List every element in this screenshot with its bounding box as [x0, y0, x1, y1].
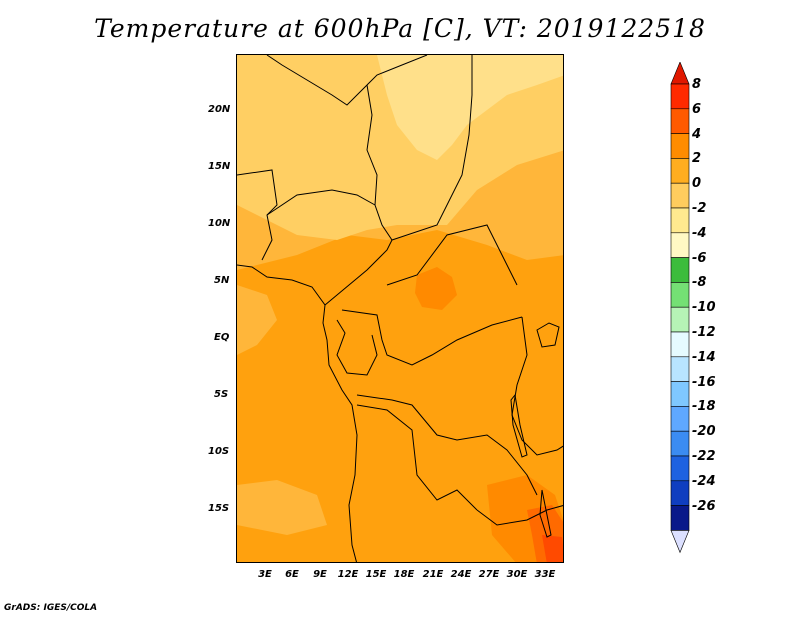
lat-label: 15S — [208, 503, 230, 514]
colorbar-max-triangle — [670, 62, 690, 85]
chart-title: Temperature at 600hPa [C], VT: 201912251… — [94, 14, 706, 43]
colorbar-label: 0 — [692, 176, 702, 192]
border-car — [386, 224, 518, 286]
colorbar-box — [670, 306, 690, 333]
lon-label: 18E — [393, 569, 415, 580]
colorbar-box — [670, 406, 690, 432]
lat-label: 5S — [214, 389, 229, 400]
lake-victoria — [536, 322, 560, 348]
lon-label: 33E — [534, 569, 556, 580]
lat-label: 15N — [208, 161, 231, 172]
colorbar-box — [670, 381, 690, 407]
lon-label: 6E — [285, 569, 299, 580]
lon-label: 24E — [450, 569, 472, 580]
lat-label: EQ — [214, 332, 230, 343]
colorbar-label: -6 — [692, 250, 707, 266]
colorbar-label: -4 — [692, 225, 707, 241]
colorbar-label: 6 — [692, 101, 702, 117]
country-borders — [237, 55, 563, 562]
border-angola — [356, 404, 478, 511]
colorbar-box — [670, 182, 690, 209]
border-cameroon — [324, 239, 393, 306]
border-coast — [237, 264, 358, 562]
colorbar-box — [670, 158, 690, 184]
lake-tanganyika — [510, 393, 528, 458]
colorbar-box — [670, 282, 690, 308]
colorbar-label: 2 — [692, 151, 702, 167]
temperature-map — [236, 54, 564, 563]
colorbar-label: -16 — [692, 374, 716, 390]
lat-label: 10N — [208, 218, 231, 229]
lon-label: 9E — [313, 569, 327, 580]
lon-label: 12E — [337, 569, 359, 580]
colorbar-box — [670, 108, 690, 134]
colorbar-box — [670, 331, 690, 358]
colorbar-label: 4 — [692, 126, 702, 142]
credit-text: GrADS: IGES/COLA — [4, 603, 98, 613]
field-desert — [377, 55, 563, 160]
map-field — [237, 55, 563, 562]
colorbar-label: -22 — [692, 449, 716, 464]
lake-malawi — [539, 489, 552, 538]
colorbar-label: -8 — [692, 275, 707, 291]
border-nigeria — [266, 189, 376, 216]
colorbar-box — [670, 257, 690, 283]
lon-label: 3E — [258, 569, 272, 580]
colorbar-min-triangle — [670, 530, 690, 554]
colorbar-label: -10 — [692, 300, 716, 316]
colorbar-label: -14 — [692, 349, 716, 365]
colorbar — [670, 62, 690, 554]
lat-label: 5N — [214, 275, 230, 286]
lat-label: 20N — [208, 104, 231, 115]
border-zambia — [476, 505, 563, 526]
field-hottest-south — [542, 535, 563, 562]
border-east — [511, 316, 563, 456]
colorbar-box — [670, 480, 690, 506]
lon-label: 15E — [365, 569, 387, 580]
colorbar-label: -12 — [692, 325, 716, 340]
colorbar-label: -26 — [692, 498, 716, 514]
border-gabon — [336, 319, 378, 376]
colorbar-label: -2 — [692, 201, 707, 216]
border-sahara — [266, 55, 428, 106]
lon-label: 21E — [422, 569, 444, 580]
colorbar-box — [670, 232, 690, 258]
lon-label: 27E — [478, 569, 500, 580]
border-drc — [356, 394, 538, 496]
colorbar-box — [670, 207, 690, 234]
lon-label: 30E — [506, 569, 528, 580]
colorbar-box — [670, 83, 690, 110]
lat-label: 10S — [208, 446, 230, 457]
colorbar-box — [670, 356, 690, 382]
field-south-patch — [237, 480, 327, 535]
field-west-patch — [237, 285, 277, 355]
border-west — [237, 169, 278, 261]
colorbar-label: -20 — [692, 424, 716, 440]
colorbar-box — [670, 133, 690, 159]
colorbar-box — [670, 430, 690, 457]
colorbar-label: 8 — [692, 77, 702, 92]
colorbar-label: -18 — [692, 399, 716, 415]
lakes — [510, 322, 560, 538]
border-congo — [341, 309, 523, 366]
field-hot-central — [415, 267, 457, 310]
colorbar-box — [670, 505, 690, 531]
colorbar-label: -24 — [692, 473, 716, 489]
colorbar-box — [670, 455, 690, 482]
